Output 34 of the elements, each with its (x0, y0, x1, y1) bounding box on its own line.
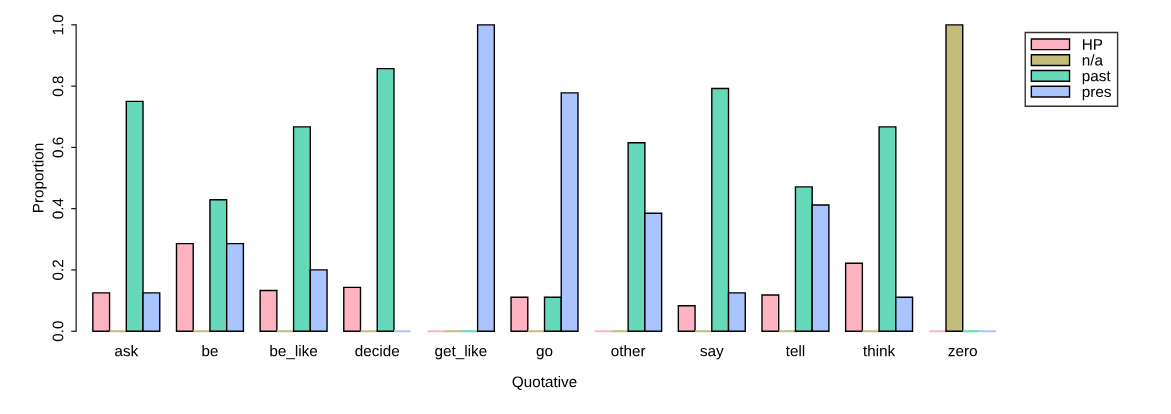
legend-label: HP (1083, 39, 1103, 50)
bar (175, 242, 194, 332)
x-tick-label: be (202, 345, 218, 357)
x-tick-label: other (611, 345, 646, 357)
y-tick-label: 1.0 (52, 14, 64, 35)
bar (376, 67, 395, 332)
y-tick-label: 0.2 (52, 260, 64, 280)
x-tick-label: ask (115, 345, 139, 357)
x-axis-title: Quotative (512, 376, 577, 390)
bar (677, 305, 696, 332)
bar (476, 24, 496, 332)
bar (844, 262, 864, 332)
x-tick-label: be_like (270, 345, 318, 360)
bar (92, 292, 111, 332)
x-tick-label: tell (785, 345, 805, 357)
bar (259, 289, 278, 332)
x-tick-label: say (700, 347, 724, 360)
legend-label: pres (1082, 88, 1111, 101)
bar (945, 24, 964, 332)
x-tick-label: go (536, 347, 553, 360)
legend-label: n/a (1082, 54, 1103, 66)
x-tick-label: decide (355, 345, 400, 357)
y-axis-title: Proportion (32, 143, 47, 213)
bar (343, 286, 362, 332)
y-tick-label: 0.8 (52, 76, 64, 97)
y-tick-label: 0.0 (52, 321, 64, 342)
bar (761, 294, 780, 332)
x-tick-label: get_like (435, 345, 487, 360)
legend-label: past (1082, 71, 1111, 85)
y-tick-label: 0.6 (52, 137, 64, 158)
x-tick-label: zero (948, 347, 977, 357)
y-tick-label: 0.4 (52, 198, 64, 219)
bar (510, 296, 529, 332)
x-tick-label: think (863, 345, 896, 357)
